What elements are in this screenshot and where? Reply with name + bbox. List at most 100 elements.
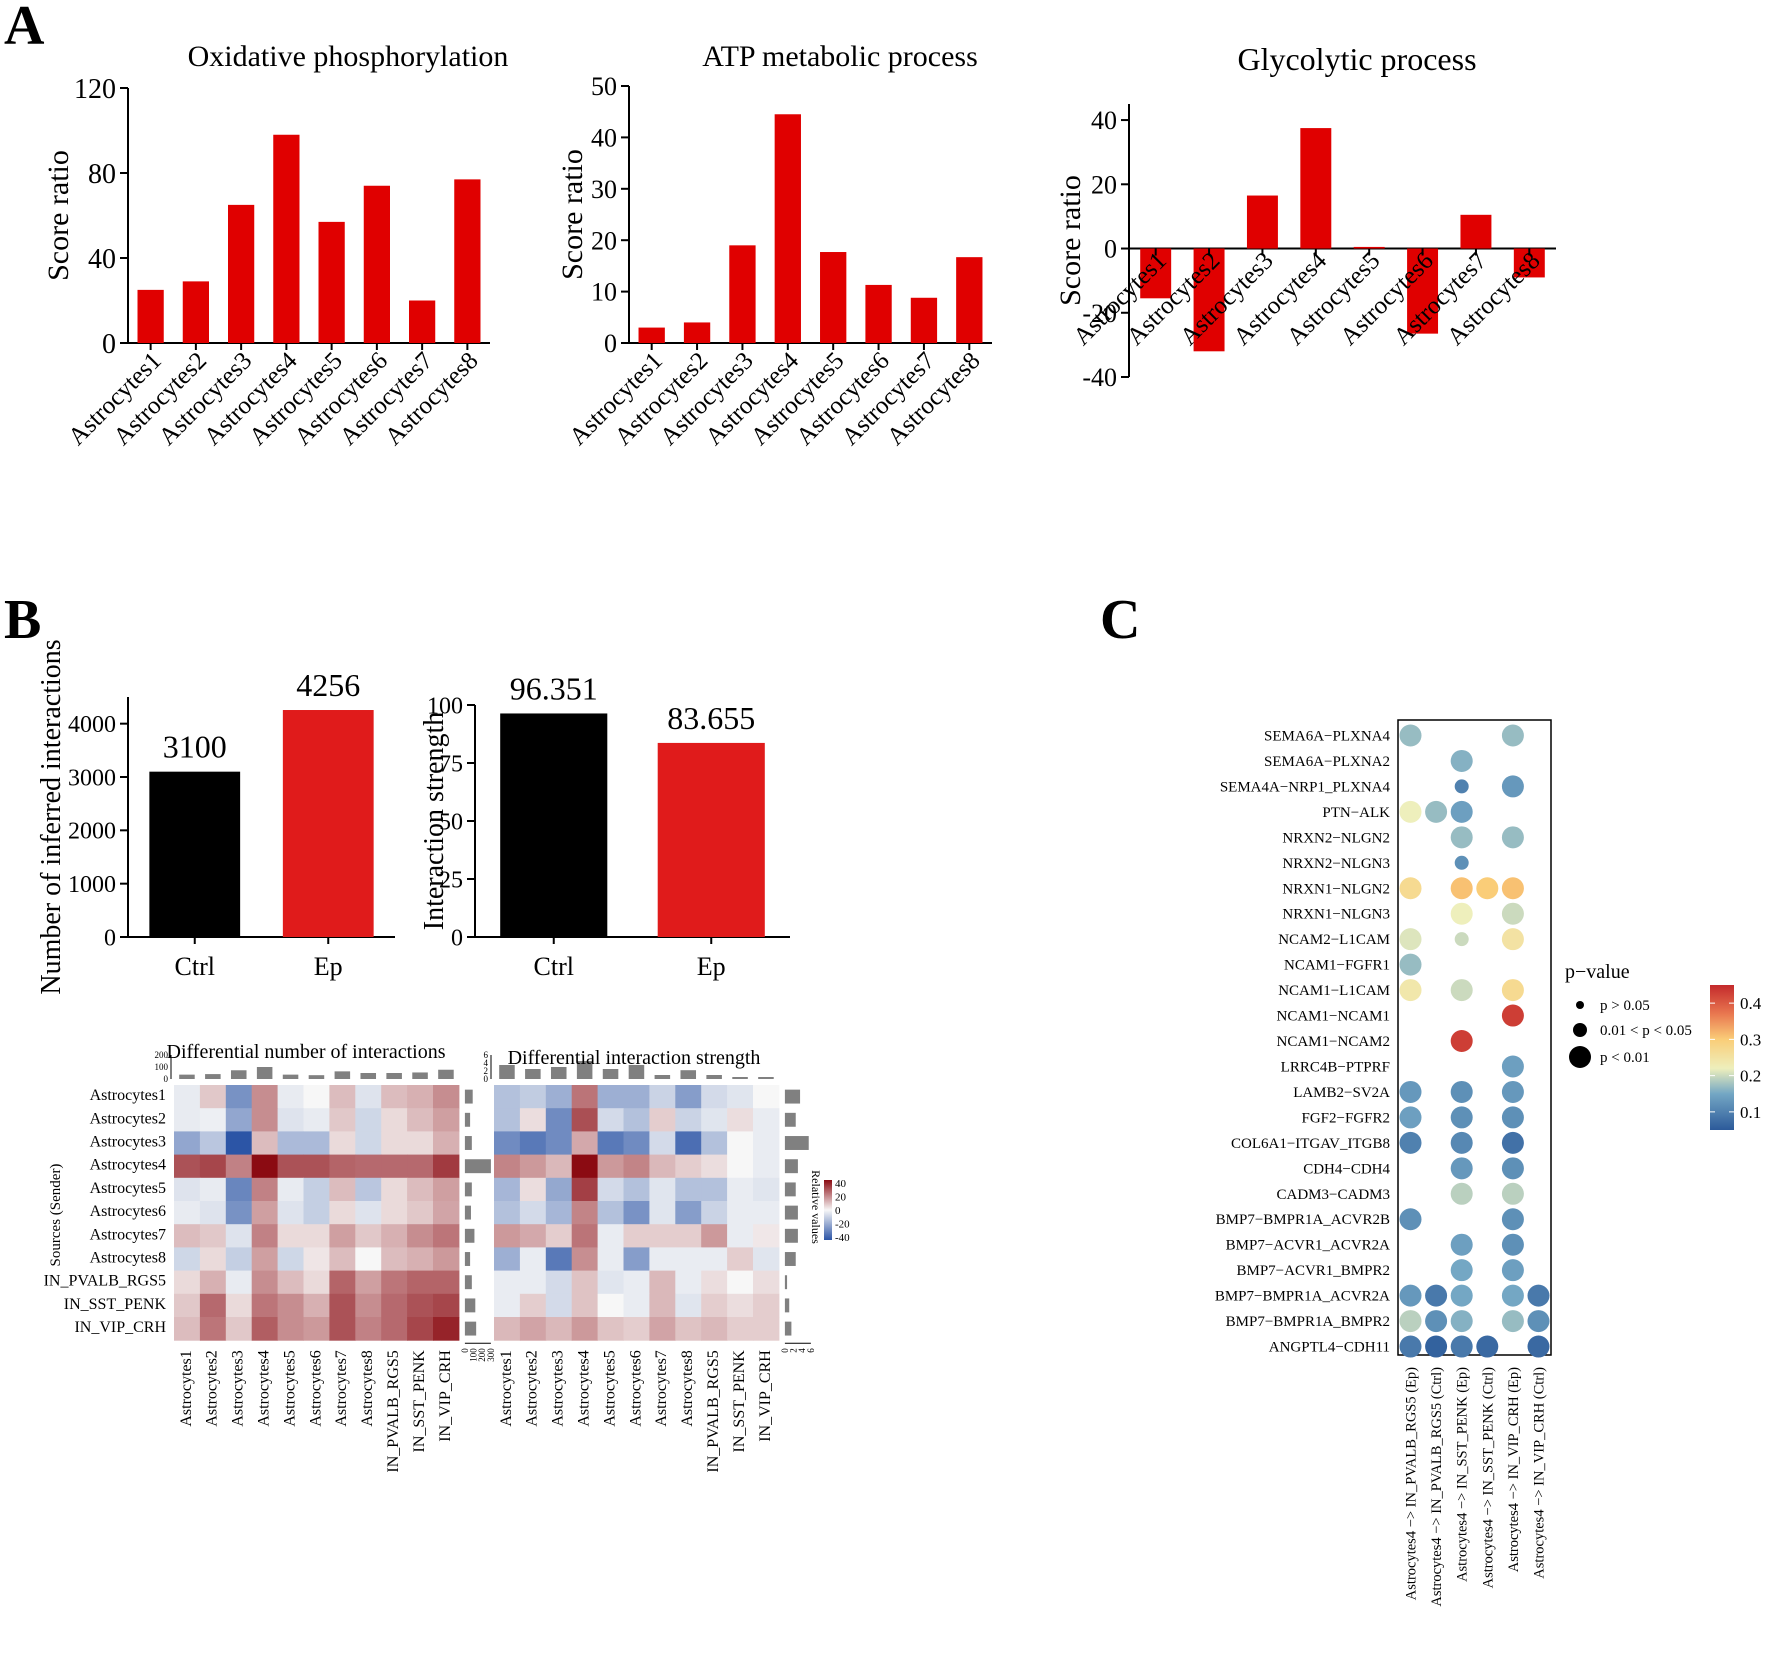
top-marginal-bar <box>758 1077 774 1079</box>
bar <box>149 771 241 937</box>
heat-cell <box>329 1108 356 1132</box>
heat-cell <box>433 1177 460 1202</box>
heat-cell <box>251 1224 279 1248</box>
y-axis-label: Score ratio <box>556 149 589 280</box>
top-marginal-bar <box>576 1061 593 1079</box>
heat-cell <box>174 1270 201 1295</box>
dotplot-point <box>1399 1131 1422 1154</box>
right-marginal-bar <box>784 1298 790 1313</box>
heat-cell <box>649 1201 676 1225</box>
right-marginal-tick: 0 <box>460 1348 470 1353</box>
heat-cell <box>407 1224 434 1248</box>
heat-cell <box>225 1177 253 1202</box>
top-marginal-bar <box>230 1070 247 1079</box>
heat-cell <box>649 1177 676 1202</box>
heat-cell <box>277 1154 304 1179</box>
heat-cell <box>303 1247 330 1272</box>
heatmap-b4: Astrocytes1 Astrocytes2 Astrocytes3 Astrocy… <box>484 1047 816 1473</box>
x-tick-label: Ep <box>697 952 726 981</box>
y-tick-label: 120 <box>74 74 116 105</box>
bar <box>363 185 390 343</box>
heat-cell <box>329 1201 356 1225</box>
heat-cell <box>675 1085 702 1109</box>
dotplot-c: SEMA6A−PLXNA4 SEMA6A−PLXNA2 SEMA4A−NRP1_PL… <box>1215 719 1762 1607</box>
heat-cell <box>225 1154 253 1179</box>
heat-cell <box>571 1201 599 1225</box>
bar <box>1140 248 1172 299</box>
top-marginal-bar <box>602 1069 619 1079</box>
heat-cell <box>381 1154 408 1179</box>
heat-cell <box>701 1201 728 1225</box>
right-marginal-tick: 2 <box>789 1348 799 1353</box>
heat-cell <box>519 1317 547 1341</box>
bar-data-label: 83.655 <box>667 700 755 736</box>
right-marginal-bar <box>464 1159 491 1174</box>
heat-cell <box>494 1270 521 1295</box>
heat-cell <box>199 1085 227 1109</box>
heat-cell <box>727 1293 754 1318</box>
legend-size-label: p < 0.01 <box>1600 1050 1650 1066</box>
legend-size-dot <box>1576 1001 1584 1009</box>
dotplot-point <box>1399 979 1422 1002</box>
heat-cell <box>199 1177 227 1202</box>
y-tick-label: 0 <box>451 925 463 951</box>
heat-cell <box>329 1317 356 1341</box>
dotplot-point <box>1501 877 1524 900</box>
heat-cell <box>174 1154 201 1179</box>
heat-cell <box>303 1317 330 1341</box>
dotplot-row-label: NCAM1−FGFR1 <box>1284 958 1390 974</box>
heat-cell <box>199 1224 227 1248</box>
y-tick-label: 2000 <box>68 819 116 845</box>
heat-cell <box>381 1247 408 1272</box>
dotplot-point <box>1501 1131 1524 1154</box>
heatmap-col-label: Astrocytes8 <box>679 1350 696 1426</box>
heat-cell <box>199 1247 227 1272</box>
y-tick-label: 20 <box>1091 170 1117 199</box>
top-marginal-tick: 4 <box>484 1058 489 1068</box>
heat-cell <box>355 1177 382 1202</box>
heat-cell <box>623 1224 650 1248</box>
dotplot-point <box>1450 1335 1473 1358</box>
dotplot-point <box>1527 1284 1550 1307</box>
panel-label-b: B <box>4 589 42 651</box>
heat-cell <box>494 1317 521 1341</box>
heat-cell <box>727 1154 754 1179</box>
y-tick-label: 0 <box>604 329 617 358</box>
heat-cell <box>597 1201 624 1225</box>
top-marginal-bar <box>654 1075 671 1079</box>
heat-cell <box>225 1247 253 1272</box>
heat-cell <box>277 1247 304 1272</box>
heat-cell <box>623 1201 650 1225</box>
heatmap-col-label: Astrocytes1 <box>498 1350 515 1426</box>
heatmap-b3: Astrocytes1 Astrocytes2 Astrocytes3 Astrocy… <box>44 1041 496 1473</box>
heat-cell <box>251 1131 279 1156</box>
legend-size-dot <box>1569 1046 1591 1068</box>
y-tick-label: 100 <box>427 693 463 719</box>
heat-cell <box>701 1108 728 1132</box>
x-tick-label: Ep <box>314 952 343 981</box>
heat-cell <box>649 1293 676 1318</box>
dotplot-point <box>1425 1284 1448 1307</box>
dotplot-point <box>1399 724 1422 747</box>
heat-cell <box>433 1270 460 1295</box>
heat-cell <box>303 1177 330 1202</box>
heat-cell <box>623 1085 650 1109</box>
y-tick-label: 40 <box>591 124 617 153</box>
y-tick-label: 0 <box>104 925 116 951</box>
bar <box>318 221 345 343</box>
heat-cell <box>727 1247 754 1272</box>
chart-title: Glycolytic process <box>1237 41 1476 77</box>
heatmap-y-axis-label: Sources (Sender) <box>48 1164 64 1267</box>
bar <box>638 327 665 343</box>
heat-cell <box>623 1270 650 1295</box>
dotplot-point <box>1399 928 1422 951</box>
top-marginal-bar <box>412 1072 428 1079</box>
heat-cell <box>753 1085 780 1109</box>
top-marginal-bar <box>334 1071 351 1079</box>
dotplot-row-label: NCAM1−NCAM1 <box>1277 1009 1390 1025</box>
heat-cell <box>753 1201 780 1225</box>
heat-cell <box>649 1085 676 1109</box>
heat-cell <box>623 1131 650 1156</box>
chart-b1: 0 1000 2000 3000 4000 3100 4256 Ctrl Ep Number of… <box>36 639 395 995</box>
